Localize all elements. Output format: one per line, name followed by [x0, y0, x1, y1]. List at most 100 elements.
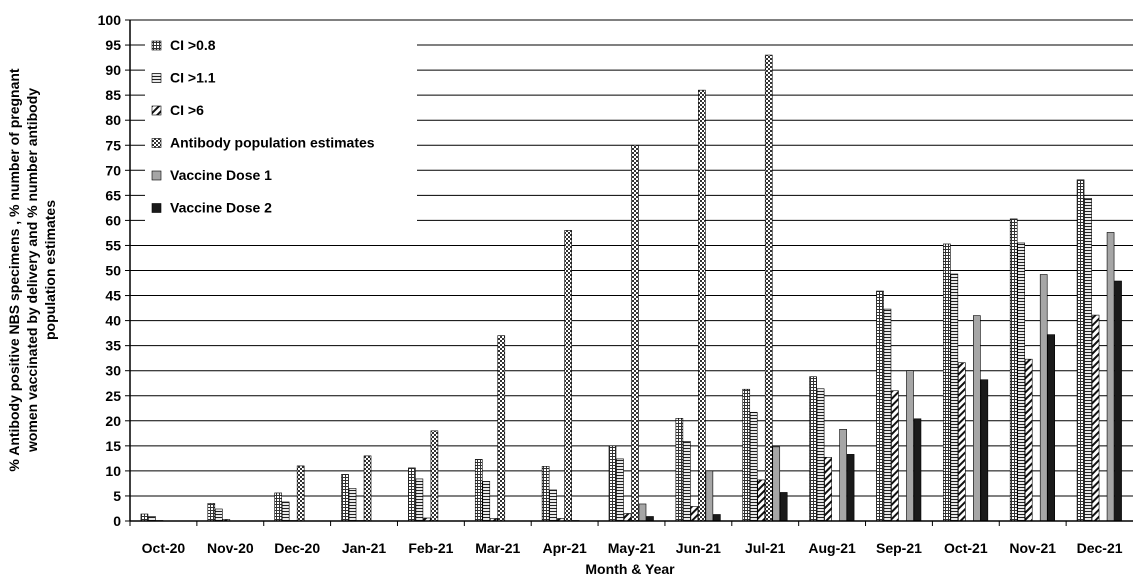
bar-antibody-population-estimates-feb-21: [430, 430, 439, 522]
y-tick-label: 70: [105, 162, 121, 178]
bar-ci-0-8-dec-21: [1076, 179, 1085, 522]
bar-ci-6-may-21: [623, 513, 632, 522]
bar-ci-0-8-nov-21: [1009, 218, 1018, 522]
bar-ci-1-1-aug-21: [816, 388, 825, 522]
bar-ci-0-8-jan-21: [341, 474, 349, 522]
y-tick-label: 25: [105, 388, 121, 404]
bar-antibody-population-estimates-dec-20: [296, 465, 305, 522]
x-tick-label: Oct-20: [142, 540, 186, 556]
legend-label: Vaccine Dose 2: [170, 200, 272, 216]
x-tick-label: Nov-20: [207, 540, 254, 556]
bar-vaccine-dose-1-sep-21: [906, 370, 914, 522]
bar-ci-0-8-oct-21: [943, 243, 951, 522]
bars: [140, 54, 1122, 522]
bar-vaccine-dose-1-jul-21: [772, 446, 781, 522]
legend-label: CI >1.1: [170, 70, 216, 86]
y-tick-label: 90: [105, 62, 121, 78]
x-tick-label: May-21: [608, 540, 656, 556]
bar-ci-0-8-aug-21: [809, 376, 817, 522]
x-tick-label: Jun-21: [676, 540, 721, 556]
legend-label: CI >6: [170, 102, 204, 118]
y-tick-label: 20: [105, 413, 121, 429]
legend-swatch: [151, 40, 162, 51]
bar-ci-1-1-sep-21: [883, 308, 892, 522]
bar-ci-6-jul-21: [757, 479, 766, 522]
x-tick-label: Sep-21: [876, 540, 922, 556]
y-tick-label: 5: [113, 488, 121, 504]
bar-vaccine-dose-2-oct-21: [980, 379, 989, 522]
y-tick-label: 100: [98, 12, 122, 28]
bar-ci-1-1-jun-21: [683, 441, 691, 522]
y-tick-label: 40: [105, 313, 121, 329]
y-axis-title-line: population estimates: [42, 200, 58, 340]
bar-vaccine-dose-1-dec-21: [1106, 232, 1115, 522]
bar-ci-1-1-dec-21: [1084, 198, 1092, 522]
bar-ci-1-1-dec-20: [281, 501, 290, 522]
bar-vaccine-dose-1-aug-21: [839, 429, 847, 522]
y-tick-label: 50: [105, 263, 121, 279]
y-tick-label: 15: [105, 438, 121, 454]
tick-labels: 0 5 10 15 20 25 30 35 40 45 50 55 60 65 70 75 80 85 90 95 10…: [98, 12, 1123, 556]
bar-vaccine-dose-2-aug-21: [846, 454, 855, 522]
bar-ci-0-8-jun-21: [675, 417, 684, 522]
legend-swatch: [151, 73, 162, 83]
bar-vaccine-dose-1-nov-21: [1039, 274, 1048, 522]
y-axis-title: % Antibody positive NBS specimens , % nu…: [6, 68, 58, 472]
bar-ci-6-oct-21: [958, 362, 966, 522]
bar-ci-0-8-dec-20: [274, 492, 282, 522]
bar-vaccine-dose-1-jun-21: [705, 470, 714, 522]
bar-antibody-population-estimates-apr-21: [564, 230, 572, 522]
bar-vaccine-dose-2-jun-21: [713, 514, 721, 522]
legend-swatch: [151, 203, 162, 213]
x-tick-label: Apr-21: [542, 540, 587, 556]
y-axis-title-line: % Antibody positive NBS specimens , % nu…: [6, 68, 22, 472]
y-tick-label: 10: [105, 463, 121, 479]
y-tick-label: 55: [105, 237, 121, 253]
bar-ci-1-1-apr-21: [549, 489, 557, 522]
legend-swatch: [151, 138, 162, 148]
y-tick-label: 0: [113, 513, 121, 529]
bar-antibody-population-estimates-jul-21: [764, 54, 773, 522]
x-tick-label: Oct-21: [944, 540, 988, 556]
legend-swatch: [151, 170, 162, 181]
y-tick-label: 35: [105, 338, 121, 354]
bar-ci-0-8-mar-21: [474, 459, 483, 522]
bar-ci-6-aug-21: [824, 457, 832, 522]
axes: [129, 20, 1133, 522]
x-tick-label: Mar-21: [475, 540, 520, 556]
bar-ci-1-1-feb-21: [415, 478, 424, 522]
legend-label: Vaccine Dose 1: [170, 167, 272, 183]
bar-ci-0-8-nov-20: [207, 503, 216, 522]
bar-ci-0-8-jul-21: [742, 388, 751, 522]
bar-ci-0-8-feb-21: [408, 467, 416, 522]
bar-ci-1-1-nov-21: [1017, 242, 1026, 522]
legend-swatch: [151, 105, 162, 116]
bar-ci-6-dec-21: [1091, 314, 1100, 522]
bar-ci-0-8-sep-21: [876, 290, 884, 522]
x-tick-label: Aug-21: [808, 540, 856, 556]
bar-ci-1-1-may-21: [616, 458, 624, 522]
bar-ci-0-8-apr-21: [541, 466, 550, 522]
bar-vaccine-dose-2-sep-21: [913, 418, 922, 522]
bar-antibody-population-estimates-mar-21: [497, 335, 506, 522]
bar-ci-1-1-oct-21: [950, 273, 959, 522]
bar-vaccine-dose-2-jul-21: [779, 492, 788, 522]
x-tick-label: Nov-21: [1009, 540, 1056, 556]
x-axis-title: Month & Year: [585, 561, 675, 577]
bar-ci-1-1-mar-21: [482, 481, 491, 522]
bar-ci-1-1-jan-21: [348, 488, 357, 522]
y-tick-label: 65: [105, 187, 121, 203]
bar-vaccine-dose-2-dec-21: [1114, 280, 1122, 522]
x-tick-label: Jan-21: [342, 540, 387, 556]
bar-ci-0-8-oct-20: [140, 513, 149, 522]
bar-antibody-population-estimates-jun-21: [698, 89, 706, 522]
bar-ci-6-nov-21: [1024, 358, 1033, 522]
x-tick-label: Feb-21: [408, 540, 453, 556]
bar-ci-1-1-nov-20: [215, 508, 223, 522]
y-tick-label: 85: [105, 87, 121, 103]
y-tick-label: 80: [105, 112, 121, 128]
legend-label: Antibody population estimates: [170, 135, 375, 151]
legend: CI >0.8 CI >1.1 CI >6 Antibody population e…: [145, 33, 417, 238]
x-tick-label: Jul-21: [745, 540, 786, 556]
